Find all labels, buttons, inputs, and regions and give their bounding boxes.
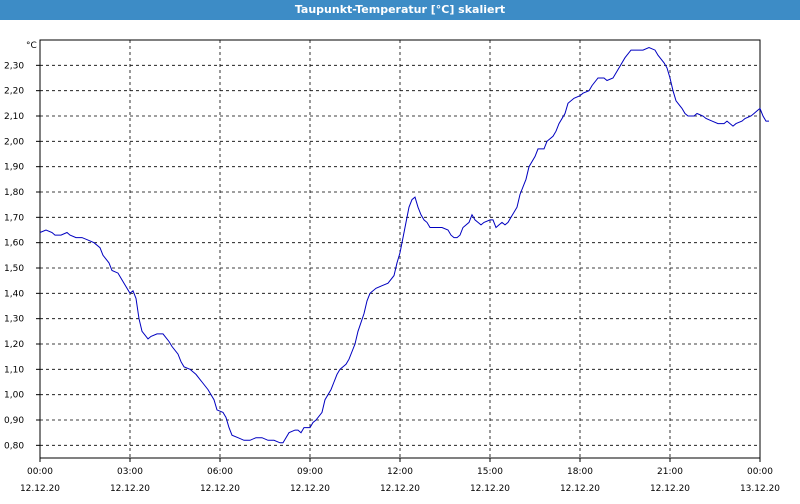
y-tick-label: 0,90 xyxy=(4,416,24,426)
y-tick-label: 2,00 xyxy=(4,137,24,147)
y-tick-label: 1,20 xyxy=(4,340,24,350)
chart-area: °C 0,80 0,90 1,00 1,10 1,20 1,30 1,40 1,50 1,60 1… xyxy=(0,20,800,500)
x-tick-time-label: 03:00 xyxy=(117,467,143,477)
x-tick-date-label: 12.12.20 xyxy=(470,484,510,494)
y-tick-label: 1,80 xyxy=(4,188,24,198)
x-tick-time-label: 18:00 xyxy=(567,467,593,477)
y-tick-label: 1,90 xyxy=(4,163,24,173)
y-tick-label: 1,00 xyxy=(4,391,24,401)
y-tick-label: 1,10 xyxy=(4,365,24,375)
y-tick-label: 2,10 xyxy=(4,112,24,122)
y-axis-unit-label: °C xyxy=(26,41,37,51)
x-tick-date-label: 12.12.20 xyxy=(200,484,240,494)
x-tick-date-label: 12.12.20 xyxy=(290,484,330,494)
y-tick-label: 2,30 xyxy=(4,61,24,71)
y-tick-label: 1,40 xyxy=(4,289,24,299)
y-tick-label: 0,80 xyxy=(4,441,24,451)
x-tick-date-label: 12.12.20 xyxy=(380,484,420,494)
x-tick-time-label: 09:00 xyxy=(297,467,323,477)
y-tick-label: 1,60 xyxy=(4,239,24,249)
y-tick-label: 1,50 xyxy=(4,264,24,274)
x-tick-time-label: 21:00 xyxy=(657,467,683,477)
y-axis-ticks: 0,80 0,90 1,00 1,10 1,20 1,30 1,40 1,50 1,60 1,70… xyxy=(4,61,40,451)
x-tick-date-label: 12.12.20 xyxy=(110,484,150,494)
vertical-gridlines xyxy=(129,40,671,458)
x-tick-date-label: 12.12.20 xyxy=(20,484,60,494)
y-tick-label: 1,30 xyxy=(4,315,24,325)
x-tick-time-label: 00:00 xyxy=(27,467,53,477)
x-axis-ticks: 00:00 12.12.20 03:00 12.12.20 06:00 12.12.20 0… xyxy=(20,458,780,494)
line-chart: °C 0,80 0,90 1,00 1,10 1,20 1,30 1,40 1,50 1,60 1… xyxy=(4,39,780,494)
x-tick-date-label: 12.12.20 xyxy=(560,484,600,494)
series-line xyxy=(39,47,769,444)
x-tick-time-label: 15:00 xyxy=(477,467,503,477)
x-tick-time-label: 00:00 xyxy=(747,467,773,477)
plot-frame xyxy=(39,39,761,459)
chart-title: Taupunkt-Temperatur [°C] skaliert xyxy=(0,0,800,20)
series-group xyxy=(39,47,769,444)
x-tick-time-label: 06:00 xyxy=(207,467,233,477)
y-tick-label: 2,20 xyxy=(4,87,24,97)
x-tick-date-label: 12.12.20 xyxy=(650,484,690,494)
x-tick-time-label: 12:00 xyxy=(387,467,413,477)
y-tick-label: 1,70 xyxy=(4,213,24,223)
x-tick-date-label: 13.12.20 xyxy=(740,484,780,494)
